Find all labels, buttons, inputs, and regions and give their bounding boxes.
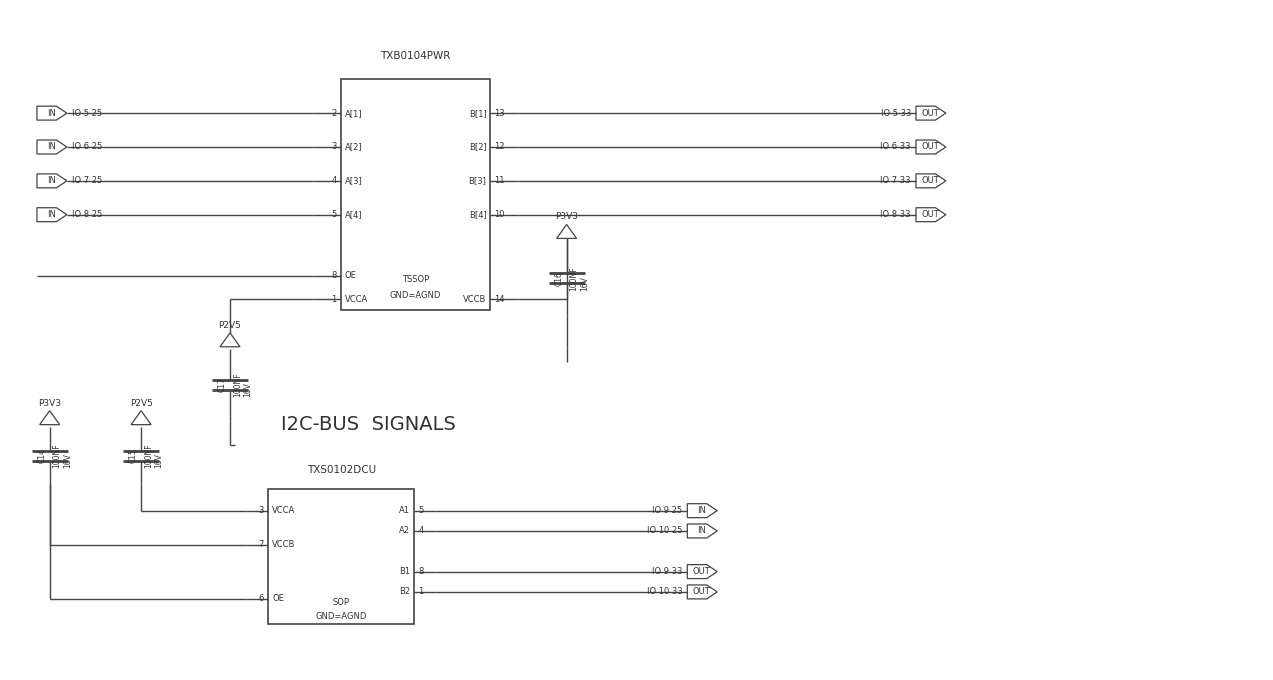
Text: 13: 13 bbox=[494, 109, 505, 118]
Text: 1: 1 bbox=[419, 588, 424, 596]
Text: IO 9 25: IO 9 25 bbox=[652, 506, 682, 515]
Text: C17: C17 bbox=[218, 377, 227, 392]
Text: A[3]: A[3] bbox=[345, 176, 363, 186]
Text: VCCA: VCCA bbox=[272, 506, 295, 515]
Text: A2: A2 bbox=[400, 526, 410, 535]
Text: OE: OE bbox=[345, 271, 356, 280]
Text: OUT: OUT bbox=[693, 588, 710, 596]
Text: A[2]: A[2] bbox=[345, 143, 362, 152]
Text: I2C-BUS  SIGNALS: I2C-BUS SIGNALS bbox=[281, 415, 456, 434]
Text: 100NF
16V: 100NF 16V bbox=[233, 373, 252, 397]
Text: IO 7 33: IO 7 33 bbox=[881, 176, 911, 186]
Text: IO 9 33: IO 9 33 bbox=[652, 567, 682, 576]
Text: 4: 4 bbox=[331, 176, 336, 186]
Text: IO 8 25: IO 8 25 bbox=[71, 210, 102, 219]
Bar bbox=[341, 80, 490, 309]
Text: OUT: OUT bbox=[922, 143, 939, 152]
Text: 14: 14 bbox=[494, 295, 505, 304]
Text: IO 10 25: IO 10 25 bbox=[647, 526, 682, 535]
Text: TSSOP: TSSOP bbox=[402, 275, 429, 284]
Text: IO 7 25: IO 7 25 bbox=[71, 176, 102, 186]
Text: C14: C14 bbox=[38, 448, 47, 463]
Text: 10: 10 bbox=[494, 210, 505, 219]
Text: B1: B1 bbox=[400, 567, 410, 576]
Text: B[4]: B[4] bbox=[468, 210, 486, 219]
Text: 100NF
16V: 100NF 16V bbox=[144, 443, 163, 468]
Text: P3V3: P3V3 bbox=[38, 398, 61, 408]
Text: 5: 5 bbox=[419, 506, 424, 515]
Text: 11: 11 bbox=[494, 176, 505, 186]
Text: P2V5: P2V5 bbox=[219, 321, 242, 330]
Text: GND=AGND: GND=AGND bbox=[316, 612, 367, 621]
Text: IN: IN bbox=[47, 210, 56, 219]
Text: 100NF
16V: 100NF 16V bbox=[569, 266, 589, 290]
Text: 3: 3 bbox=[258, 506, 264, 515]
Text: IO 5 33: IO 5 33 bbox=[881, 109, 911, 118]
Text: IO 8 33: IO 8 33 bbox=[881, 210, 911, 219]
Text: 2: 2 bbox=[331, 109, 336, 118]
Text: VCCA: VCCA bbox=[345, 295, 368, 304]
Text: 1: 1 bbox=[331, 295, 336, 304]
Text: P2V5: P2V5 bbox=[130, 398, 153, 408]
Text: IN: IN bbox=[47, 143, 56, 152]
Text: IO 5 25: IO 5 25 bbox=[71, 109, 102, 118]
Text: OUT: OUT bbox=[693, 567, 710, 576]
Text: VCCB: VCCB bbox=[272, 540, 295, 549]
Text: OUT: OUT bbox=[922, 210, 939, 219]
Text: IO 10 33: IO 10 33 bbox=[647, 588, 682, 596]
Text: OUT: OUT bbox=[922, 176, 939, 186]
Text: VCCB: VCCB bbox=[463, 295, 486, 304]
Text: SOP: SOP bbox=[332, 598, 350, 607]
Text: 4: 4 bbox=[419, 526, 424, 535]
Text: TXB0104PWR: TXB0104PWR bbox=[381, 52, 451, 61]
Text: C16: C16 bbox=[555, 271, 564, 286]
Text: 6: 6 bbox=[258, 594, 264, 603]
Text: OE: OE bbox=[272, 594, 284, 603]
Text: 8: 8 bbox=[419, 567, 424, 576]
Text: 3: 3 bbox=[331, 143, 336, 152]
Text: 7: 7 bbox=[258, 540, 264, 549]
Text: B[1]: B[1] bbox=[468, 109, 486, 118]
Text: B[2]: B[2] bbox=[468, 143, 486, 152]
Text: 5: 5 bbox=[331, 210, 336, 219]
Text: B[3]: B[3] bbox=[468, 176, 486, 186]
Text: A1: A1 bbox=[400, 506, 410, 515]
Text: TXS0102DCU: TXS0102DCU bbox=[307, 465, 376, 475]
Text: P3V3: P3V3 bbox=[555, 212, 578, 222]
Text: 12: 12 bbox=[494, 143, 505, 152]
Text: GND=AGND: GND=AGND bbox=[390, 291, 442, 300]
Text: IN: IN bbox=[698, 526, 707, 535]
Text: IN: IN bbox=[698, 506, 707, 515]
Text: A[4]: A[4] bbox=[345, 210, 362, 219]
Text: IO 6 33: IO 6 33 bbox=[881, 143, 911, 152]
Text: IO 6 25: IO 6 25 bbox=[71, 143, 102, 152]
Text: IN: IN bbox=[47, 176, 56, 186]
Text: C15: C15 bbox=[129, 448, 137, 463]
Text: 100NF
16V: 100NF 16V bbox=[52, 443, 73, 468]
Text: B2: B2 bbox=[400, 588, 410, 596]
Text: OUT: OUT bbox=[922, 109, 939, 118]
Text: 8: 8 bbox=[331, 271, 336, 280]
Bar bbox=[269, 489, 414, 624]
Text: IN: IN bbox=[47, 109, 56, 118]
Text: A[1]: A[1] bbox=[345, 109, 362, 118]
